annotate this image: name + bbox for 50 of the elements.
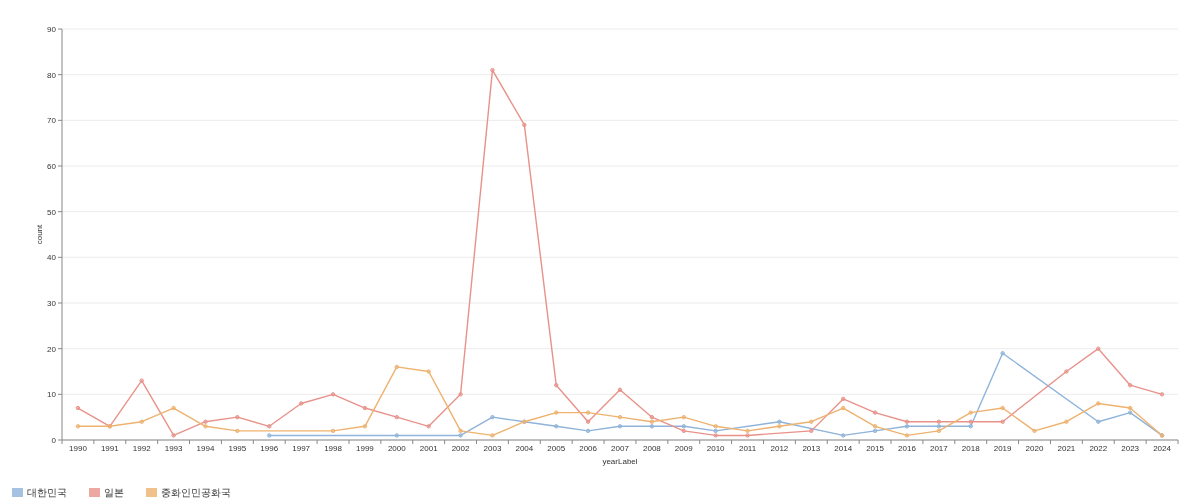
y-tick-label: 10	[47, 390, 57, 400]
x-tick-label: 2003	[483, 444, 502, 453]
x-tick-label: 2008	[642, 444, 662, 453]
y-tick-label: 40	[47, 253, 57, 263]
x-tick-label: 2017	[929, 444, 949, 453]
legend-label: 대한민국	[27, 487, 67, 498]
x-tick-label: 2002	[451, 444, 471, 453]
x-tick-label: 2007	[611, 444, 630, 453]
x-tick-label: 1991	[100, 444, 120, 453]
x-tick-label: 2009	[674, 444, 694, 453]
x-tick-label: 2015	[866, 444, 885, 453]
y-tick-label: 60	[47, 162, 57, 171]
legend-label: 일본	[104, 487, 124, 498]
x-tick-label: 1995	[228, 444, 247, 453]
x-tick-label: 2000	[387, 444, 407, 453]
x-tick-label: 2014	[834, 444, 853, 453]
x-tick-label: 2016	[898, 444, 917, 453]
x-tick-label: 2006	[579, 444, 598, 453]
x-tick-label: 2022	[1089, 444, 1108, 453]
x-tick-label: 1998	[324, 444, 343, 453]
y-tick-label: 70	[47, 116, 57, 126]
x-tick-label: 2020	[1025, 444, 1044, 453]
x-tick-label: 1999	[356, 444, 375, 453]
x-tick-label: 1994	[196, 444, 215, 453]
x-tick-label: 1990	[69, 444, 88, 453]
x-tick-label: 2011	[738, 444, 757, 453]
x-tick-label: 2019	[993, 444, 1013, 453]
x-tick-label: 2004	[515, 444, 534, 453]
x-tick-label: 2023	[1121, 444, 1140, 453]
y-tick-label: 90	[47, 25, 57, 34]
x-tick-label: 2001	[419, 444, 439, 453]
y-tick-label: 50	[47, 207, 57, 217]
x-tick-label: 2018	[961, 444, 981, 453]
x-tick-label: 2021	[1057, 444, 1076, 453]
x-axis-title: yearLabel	[602, 457, 638, 466]
x-tick-label: 2013	[802, 444, 821, 453]
y-tick-label: 0	[51, 436, 57, 445]
x-tick-label: 1996	[260, 444, 279, 453]
x-tick-label: 1993	[164, 444, 184, 453]
x-tick-label: 2010	[706, 444, 726, 453]
x-tick-label: 2024	[1153, 444, 1172, 453]
y-axis-title: count	[35, 223, 44, 245]
legend-label: 중화인민공화국	[161, 487, 231, 498]
x-tick-label: 1997	[292, 444, 311, 453]
x-tick-label: 1992	[132, 444, 152, 453]
y-tick-label: 20	[47, 344, 57, 354]
y-tick-label: 30	[47, 299, 57, 308]
y-tick-label: 80	[47, 70, 57, 80]
x-tick-label: 2005	[547, 444, 566, 453]
x-tick-label: 2012	[770, 444, 789, 453]
